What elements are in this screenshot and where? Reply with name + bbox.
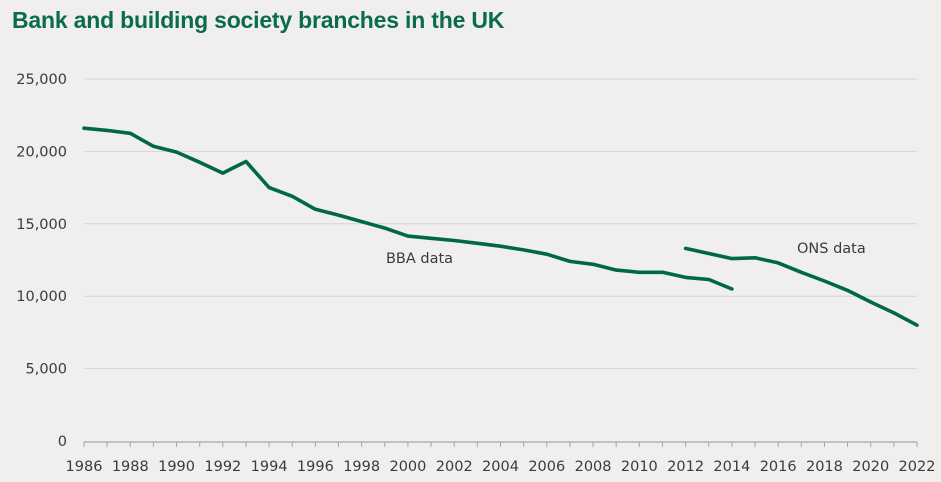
x-tick-label: 1988 <box>112 459 149 475</box>
x-tick-label: 2002 <box>436 459 473 475</box>
y-tick-label: 15,000 <box>16 217 67 233</box>
x-tick-label: 2016 <box>760 459 797 475</box>
x-tick-label: 1994 <box>251 459 288 475</box>
x-tick-label: 2018 <box>806 459 843 475</box>
annotation-bba-data: BBA data <box>386 251 453 267</box>
y-tick-label: 20,000 <box>16 144 67 160</box>
x-tick-label: 1986 <box>66 459 103 475</box>
x-tick-label: 2014 <box>713 459 750 475</box>
chart-title: Bank and building society branches in th… <box>12 7 505 33</box>
y-tick-label: 0 <box>58 434 67 450</box>
annotation-ons-data: ONS data <box>797 241 866 257</box>
x-tick-label: 1992 <box>204 459 241 475</box>
x-tick-label: 2010 <box>621 459 658 475</box>
x-tick-label: 1990 <box>158 459 195 475</box>
x-tick-label: 1996 <box>297 459 334 475</box>
x-tick-label: 2006 <box>528 459 565 475</box>
annotations: BBA data ONS data <box>386 241 866 267</box>
x-tick-label: 1998 <box>343 459 380 475</box>
x-tick-label: 2004 <box>482 459 519 475</box>
x-axis: 1986 1988 1990 1992 1994 1996 1998 2000 2002 2004… <box>66 441 936 475</box>
x-tick-label: 2020 <box>852 459 889 475</box>
y-tick-label: 10,000 <box>16 289 67 305</box>
gridlines <box>84 78 917 370</box>
series-line-bba-data <box>82 126 734 291</box>
x-tick-label: 2008 <box>575 459 612 475</box>
x-tick-label: 2022 <box>899 459 936 475</box>
series-line-ons-data <box>683 246 919 328</box>
y-tick-label: 25,000 <box>16 72 67 88</box>
y-axis-tick-labels: 0 5,000 10,000 15,000 20,000 25,000 <box>16 72 67 450</box>
series-lines <box>82 126 919 328</box>
x-tick-label: 2000 <box>389 459 426 475</box>
y-tick-label: 5,000 <box>25 362 67 378</box>
x-tick-label: 2012 <box>667 459 704 475</box>
